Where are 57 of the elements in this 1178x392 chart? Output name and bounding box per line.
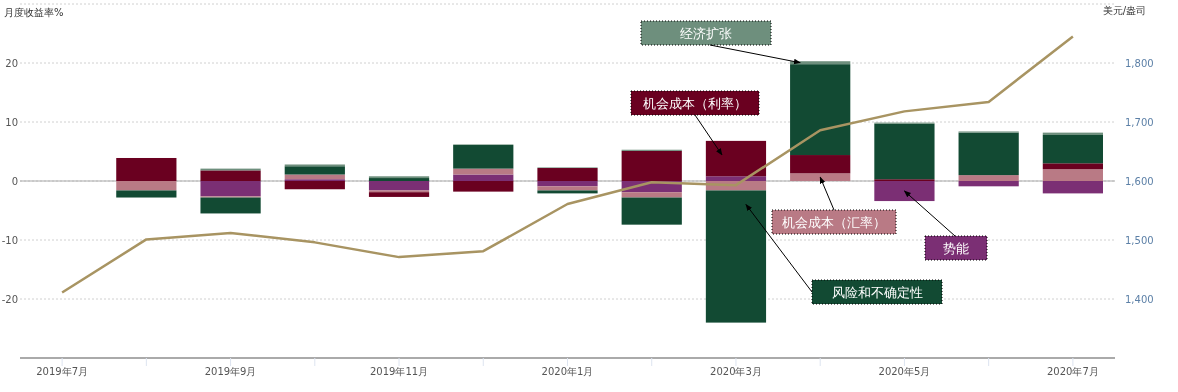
y2-tick-label: 1,800 [1125, 58, 1154, 69]
bar [958, 175, 1019, 181]
bar [790, 155, 851, 174]
y-tick-label: -10 [1, 235, 18, 246]
bar [284, 181, 345, 190]
bar [200, 181, 261, 197]
bar [453, 145, 514, 169]
bar [621, 197, 682, 225]
y-tick-label: 20 [5, 58, 18, 69]
bar [537, 168, 598, 181]
y2-tick-label: 1,400 [1125, 294, 1154, 305]
bar [1042, 181, 1103, 194]
bar [958, 132, 1019, 176]
bar [874, 123, 935, 180]
x-tick-label: 2019年11月 [369, 366, 429, 377]
y2-tick-label: 1,600 [1125, 176, 1154, 187]
bar [790, 61, 851, 65]
bar [790, 173, 851, 181]
x-tick-label: 2020年3月 [710, 366, 762, 377]
bar [116, 157, 177, 181]
bar [537, 190, 598, 194]
bar [116, 181, 177, 191]
bar [453, 174, 514, 181]
bar [537, 181, 598, 187]
bar [705, 140, 767, 177]
bar [1042, 169, 1103, 181]
x-tick-label: 2020年1月 [541, 366, 594, 377]
bar [621, 192, 682, 198]
bar [958, 181, 1019, 187]
x-tick-label: 2020年5月 [878, 366, 931, 377]
x-tick-label: 2019年9月 [204, 366, 257, 377]
text: 风险和不确定性 [831, 285, 923, 300]
y2-axis-title: 美元/盎司 [1102, 5, 1146, 16]
bar [537, 186, 598, 191]
bar [453, 168, 514, 175]
bar [1042, 163, 1103, 170]
y-tick-label: 0 [11, 176, 18, 187]
bar [368, 181, 430, 191]
bar [200, 197, 261, 214]
y-axis-title: 月度收益率% [4, 7, 64, 18]
bar [790, 64, 851, 156]
bar [368, 192, 430, 197]
bar [705, 190, 767, 323]
bar [116, 190, 177, 198]
bar [284, 166, 345, 175]
y2-tick-label: 1,500 [1125, 235, 1154, 246]
y-tick-label: -20 [1, 294, 18, 305]
y-tick-label: 10 [5, 117, 18, 128]
bar [200, 170, 261, 181]
bar [453, 181, 514, 192]
bar [621, 150, 682, 181]
x-tick-label: 2020年7月 [1046, 366, 1099, 377]
y2-tick-label: 1,700 [1125, 117, 1154, 128]
bar [1042, 134, 1103, 164]
x-tick-label: 2019年7月 [36, 366, 89, 377]
bar [874, 181, 935, 202]
bar [705, 176, 767, 181]
